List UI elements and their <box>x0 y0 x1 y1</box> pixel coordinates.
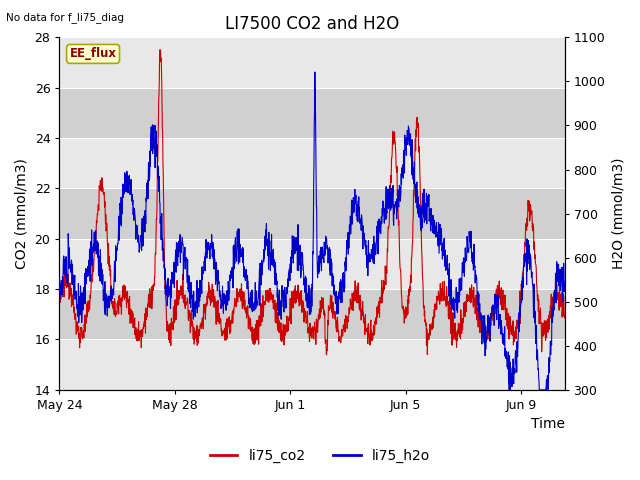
Text: EE_flux: EE_flux <box>70 48 116 60</box>
X-axis label: Time: Time <box>531 418 564 432</box>
Legend: li75_co2, li75_h2o: li75_co2, li75_h2o <box>204 443 436 468</box>
Y-axis label: CO2 (mmol/m3): CO2 (mmol/m3) <box>15 158 29 269</box>
Bar <box>60 289 564 339</box>
Bar <box>60 88 564 138</box>
Title: LI7500 CO2 and H2O: LI7500 CO2 and H2O <box>225 15 399 33</box>
Text: No data for f_li75_diag: No data for f_li75_diag <box>6 12 124 23</box>
Bar <box>60 188 564 239</box>
Y-axis label: H2O (mmol/m3): H2O (mmol/m3) <box>611 158 625 269</box>
